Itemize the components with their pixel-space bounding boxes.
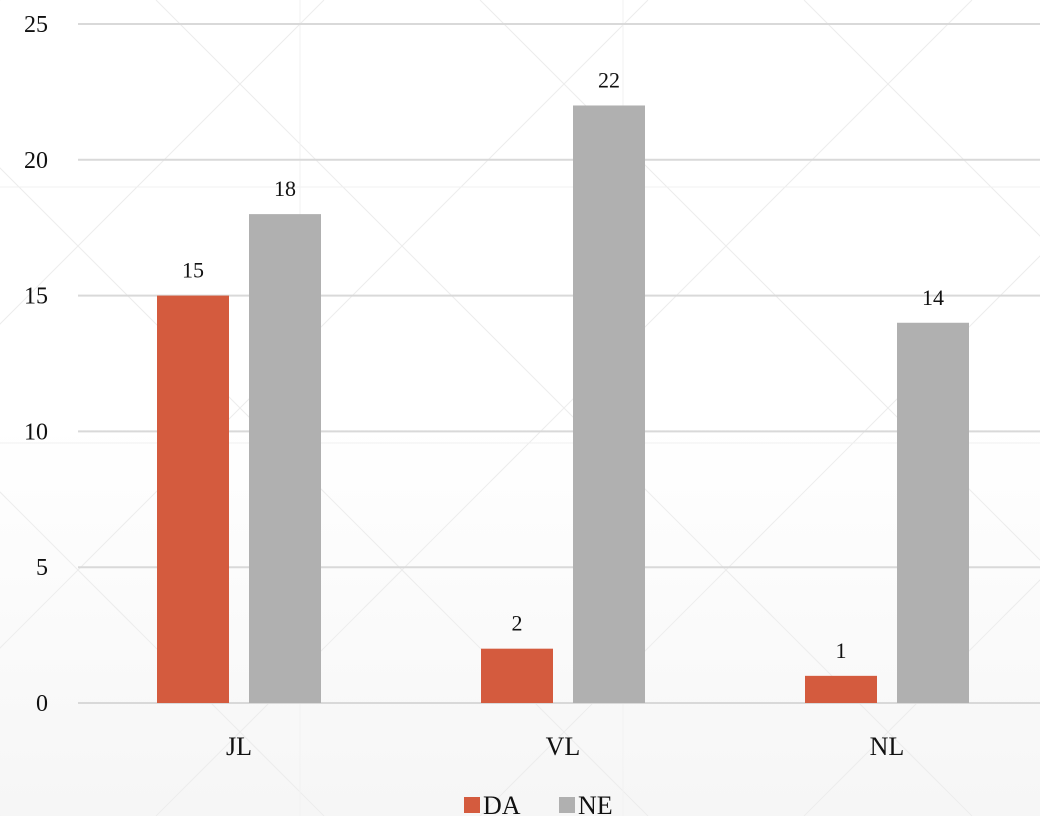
bar-ne-vl [573,105,645,704]
legend-label-ne: NE [578,791,613,816]
y-tick-label: 15 [24,284,48,310]
y-axis: 0 5 10 15 20 25 [24,12,48,717]
y-tick-label: 0 [36,691,48,717]
bar-da-jl [157,295,229,703]
bar-da-nl [805,675,877,703]
data-label: 1 [836,638,847,663]
y-tick-label: 5 [36,555,48,581]
bar-ne-nl [897,322,969,703]
legend-label-da: DA [483,791,521,816]
pattern-line-10 [803,0,1040,237]
data-label: 2 [512,611,523,636]
gridlines [78,23,1040,704]
pattern-line-3 [0,0,325,325]
bars [157,105,969,704]
data-label: 14 [922,285,944,310]
legend-swatch-ne [559,797,575,813]
x-tick-label: VL [546,732,581,761]
y-tick-label: 20 [24,148,48,174]
data-label: 15 [182,258,204,283]
bar-da-vl [481,648,553,703]
x-axis: JL VL NL [226,732,904,761]
x-tick-label: JL [226,732,252,761]
y-tick-label: 10 [24,419,48,445]
legend-swatch-da [464,797,480,813]
bar-ne-jl [249,214,321,703]
pattern-line-5 [0,0,649,649]
x-tick-label: NL [870,732,905,761]
data-label: 22 [598,67,620,92]
data-label: 18 [274,176,296,201]
legend: DA NE [464,791,613,816]
y-tick-label: 25 [24,12,48,38]
